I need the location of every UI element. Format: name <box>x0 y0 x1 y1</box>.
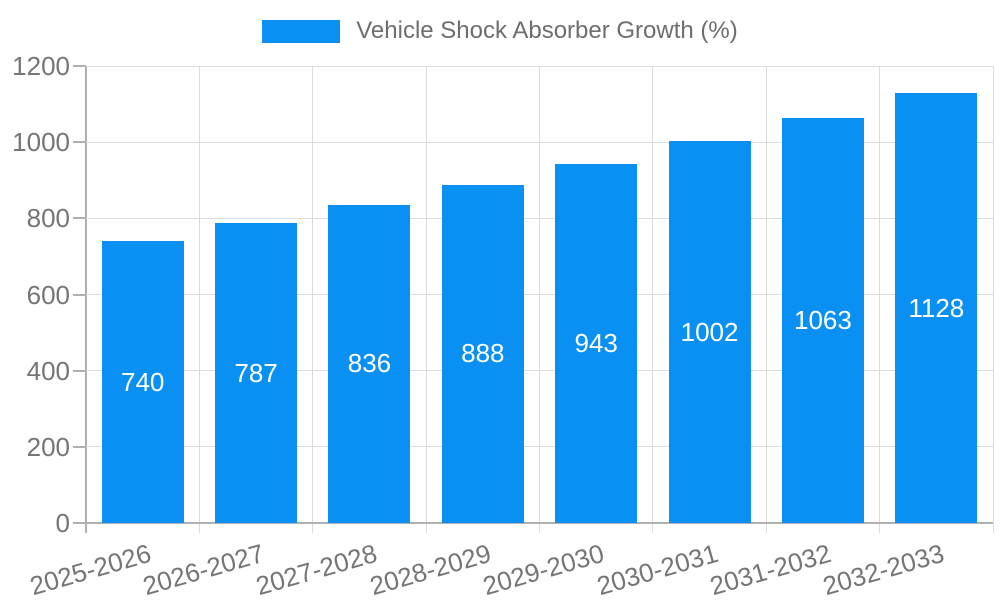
legend-swatch[interactable] <box>262 19 341 43</box>
y-tick-label: 1200 <box>12 51 70 81</box>
bar[interactable]: 787 <box>215 223 298 523</box>
y-tick-label: 600 <box>26 279 70 310</box>
bar-value-label: 836 <box>347 348 392 379</box>
v-gridline <box>879 66 881 533</box>
y-tick-label: 800 <box>26 203 70 234</box>
chart-legend[interactable]: Vehicle Shock Absorber Growth (%) <box>0 17 1000 45</box>
bar-value-label: 1002 <box>680 316 739 347</box>
bar-value-label: 943 <box>574 327 618 358</box>
v-gridline <box>765 66 767 533</box>
y-tick-mark <box>73 217 86 220</box>
y-tick-mark <box>73 369 86 372</box>
bar[interactable]: 888 <box>441 184 524 523</box>
v-gridline <box>652 66 654 533</box>
h-gridline <box>86 217 993 219</box>
y-axis-line <box>85 66 87 533</box>
y-tick-mark <box>73 445 86 448</box>
bar-value-label: 787 <box>234 357 278 388</box>
h-gridline <box>86 294 993 295</box>
bar-value-label: 1128 <box>908 292 965 323</box>
v-gridline <box>992 66 994 533</box>
bar[interactable]: 1002 <box>668 141 751 523</box>
bar[interactable]: 740 <box>101 241 184 523</box>
y-tick-mark <box>73 522 86 524</box>
y-tick-mark <box>73 293 86 296</box>
x-axis-line <box>86 522 993 524</box>
bar-value-label: 888 <box>461 338 505 369</box>
y-tick-mark <box>73 141 86 144</box>
h-gridline <box>86 370 993 372</box>
v-gridline <box>539 66 540 533</box>
y-tick-label: 400 <box>26 355 70 386</box>
legend-label: Vehicle Shock Absorber Growth (%) <box>356 17 738 44</box>
y-tick-label: 0 <box>55 508 70 538</box>
y-tick-label: 1000 <box>12 127 70 158</box>
bar[interactable]: 836 <box>328 204 411 523</box>
v-gridline <box>312 66 314 533</box>
bar-value-label: 1063 <box>794 305 852 336</box>
h-gridline <box>86 446 993 448</box>
y-tick-label: 200 <box>26 431 70 462</box>
h-gridline <box>86 65 993 67</box>
bar[interactable]: 943 <box>555 163 638 523</box>
v-gridline <box>198 66 200 533</box>
v-gridline <box>425 66 427 533</box>
bar-value-label: 740 <box>120 366 165 397</box>
bar[interactable]: 1128 <box>895 93 978 523</box>
bar[interactable]: 1063 <box>781 118 864 523</box>
y-tick-mark <box>73 65 86 67</box>
h-gridline <box>86 141 993 143</box>
